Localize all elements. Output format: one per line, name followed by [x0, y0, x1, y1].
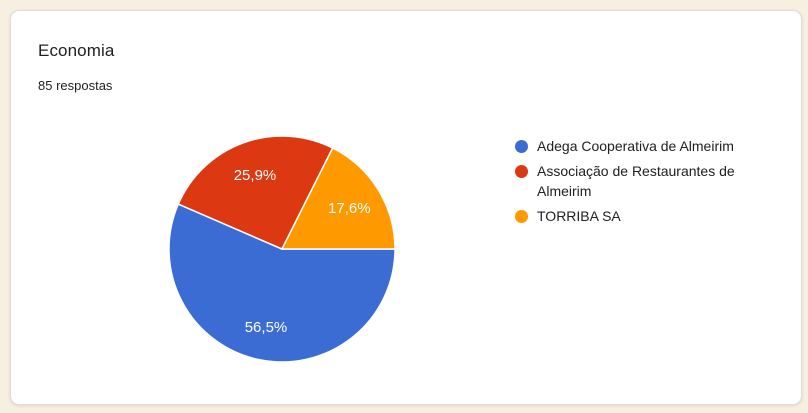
legend-item: Associação de Restaurantes de Almeirim: [515, 161, 777, 201]
pie-slice[interactable]: [280, 146, 396, 250]
pie-slice-value-label: 25,9%: [234, 167, 277, 184]
pie-slice-value-label: 17,6%: [328, 200, 371, 217]
legend-color-dot: [515, 139, 528, 153]
legend-label: TORRIBA SA: [537, 208, 621, 224]
legend-color-dot: [515, 209, 528, 223]
question-title: Economia: [38, 41, 115, 60]
legend-label: Adega Cooperativa de Almeirim: [537, 138, 734, 154]
chart-legend: Adega Cooperativa de Almeirim Associação …: [515, 136, 777, 231]
legend-item: TORRIBA SA: [515, 206, 777, 226]
pie-slice-value-label: 56,5%: [245, 319, 288, 336]
response-count: 85 respostas: [38, 78, 113, 93]
legend-item: Adega Cooperativa de Almeirim: [515, 136, 777, 156]
legend-color-dot: [515, 164, 528, 178]
question-summary-card: Economia 85 respostas 56,5% 25,9% 17,6% Ad…: [10, 10, 802, 405]
legend-label: Associação de Restaurantes de Almeirim: [537, 163, 735, 199]
pie-slice[interactable]: [177, 135, 334, 250]
pie-slice[interactable]: [168, 203, 396, 363]
pie-chart: 56,5% 25,9% 17,6%: [168, 135, 396, 363]
